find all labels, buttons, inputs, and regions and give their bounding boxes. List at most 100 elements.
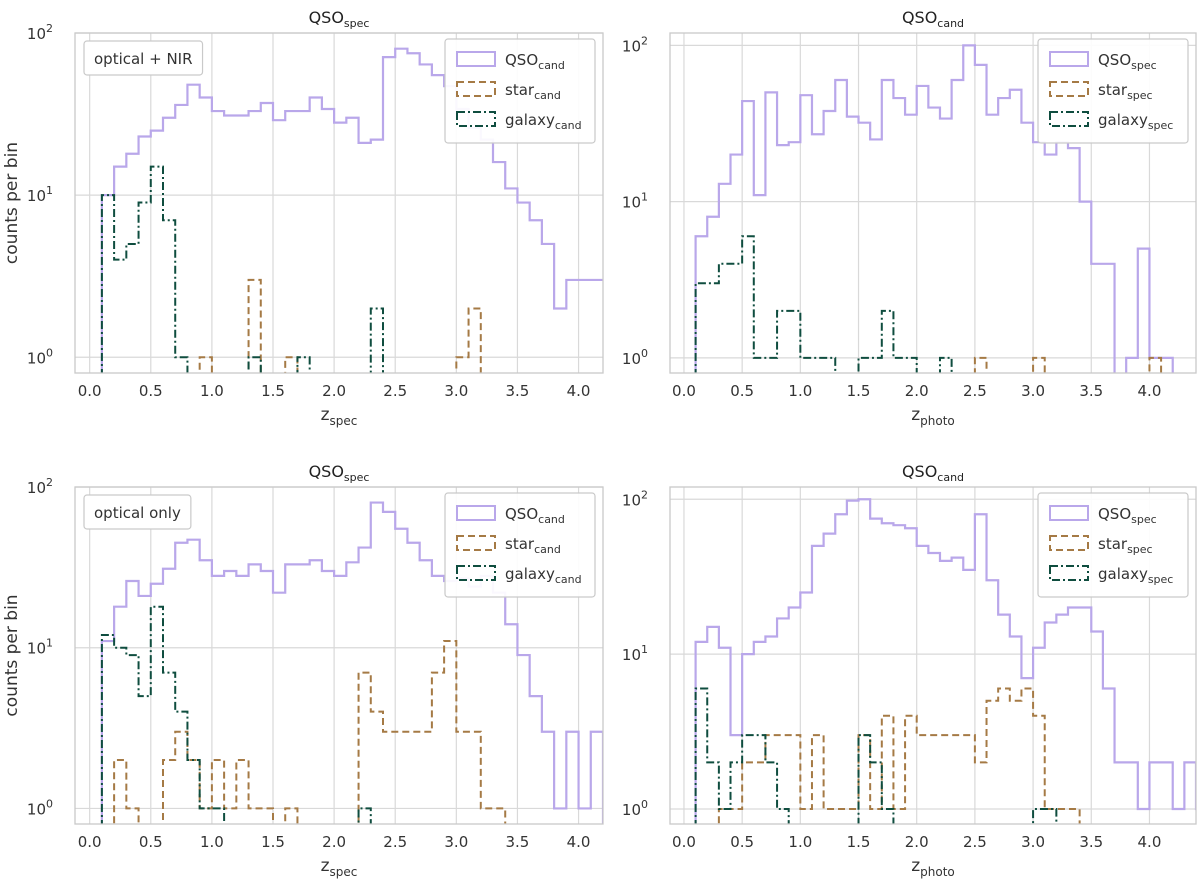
y-tick-label: 102 [27,22,53,43]
y-tick-label: 100 [622,798,648,819]
x-tick-label: 0.0 [78,833,102,851]
x-axis-label: zphoto [911,405,955,428]
legend-swatch [1049,51,1089,67]
x-tick-label: 3.5 [506,382,530,400]
legend-label: starspec [1098,535,1153,556]
annotation-text: optical only [94,504,181,522]
series-star-cand [198,278,482,373]
legend-swatch [456,565,496,581]
legend-swatch [1049,565,1089,581]
legend-swatch [1049,111,1089,127]
y-tick-label: 102 [622,488,648,509]
legend-label: QSOspec [1098,51,1157,72]
series-galaxy-spec [694,687,1058,824]
legend-label: starcand [505,81,561,102]
x-tick-label: 2.5 [383,382,407,400]
y-axis-label: counts per bin [2,142,22,264]
y-tick-label: 102 [622,34,648,55]
x-tick-label: 0.0 [672,833,696,851]
chart-title: QSOcand [902,8,964,30]
x-tick-label: 4.0 [567,833,591,851]
series-star-cand [113,640,507,824]
x-tick-label: 1.5 [847,382,871,400]
chart-title: QSOcand [902,462,964,484]
x-tick-label: 2.0 [322,382,346,400]
x-tick-label: 0.5 [139,833,163,851]
x-tick-label: 1.5 [847,833,871,851]
legend: QSOcand starcand galaxycand [444,492,596,598]
x-tick-label: 0.5 [730,833,754,851]
x-tick-label: 1.0 [200,833,224,851]
y-tick-label: 101 [27,637,53,658]
axes-frame [669,32,1197,374]
axes-frame [669,486,1197,825]
x-tick-label: 1.0 [788,833,812,851]
chart-title: QSOspec [309,462,370,484]
legend-label: starcand [505,535,561,556]
x-tick-label: 3.0 [1021,833,1045,851]
legend-label: galaxycand [505,565,582,586]
legend-swatch [456,505,496,521]
x-tick-label: 3.5 [1079,382,1103,400]
legend: QSOspec starspec galaxyspec [1037,38,1189,144]
legend-label: QSOcand [505,51,565,72]
y-tick-label: 100 [622,347,648,368]
legend-swatch [1049,535,1089,551]
y-tick-label: 100 [27,346,53,367]
x-tick-label: 4.0 [1138,382,1162,400]
y-tick-label: 101 [622,643,648,664]
legend-swatch [456,535,496,551]
x-tick-label: 3.0 [444,833,468,851]
x-tick-label: 3.0 [444,382,468,400]
x-tick-label: 3.5 [506,833,530,851]
series-galaxy-cand [100,165,384,373]
axes-frame [74,32,604,374]
legend-label: galaxyspec [1098,565,1173,586]
x-tick-label: 3.5 [1079,833,1103,851]
legend-label: starspec [1098,81,1153,102]
x-tick-label: 3.0 [1021,382,1045,400]
legend-swatch [1049,81,1089,97]
x-tick-label: 4.0 [1138,833,1162,851]
x-tick-label: 1.5 [261,833,285,851]
y-tick-label: 101 [622,191,648,212]
x-tick-label: 0.0 [672,382,696,400]
legend-swatch [1049,505,1089,521]
axes-frame [74,486,604,825]
legend-swatch [456,111,496,127]
x-tick-label: 2.5 [383,833,407,851]
series-qso-spec [694,44,1174,373]
x-tick-label: 2.5 [963,382,987,400]
chart-panel-1: 0.0 0.5 1.0 1.5 2.0 2.5 3.0 3.5 4.0 100 101 102 QSOs… [2,8,604,428]
legend-label: galaxycand [505,111,582,132]
x-tick-label: 2.0 [905,382,929,400]
legend-swatch [456,81,496,97]
y-tick-label: 100 [27,797,53,818]
x-tick-label: 0.0 [78,382,102,400]
x-tick-label: 1.0 [788,382,812,400]
annotation-text: optical + NIR [94,50,193,68]
annotation-box: optical only [83,494,192,530]
y-axis-label: counts per bin [2,594,22,716]
legend-label: QSOcand [505,505,565,526]
x-axis-label: zspec [321,405,358,428]
legend: QSOcand starcand galaxycand [444,38,596,144]
x-axis-label: zphoto [911,856,955,879]
x-tick-label: 4.0 [567,382,591,400]
series-star-spec [717,687,1081,824]
x-tick-label: 2.0 [905,833,929,851]
series-qso-spec [694,498,1196,824]
series-qso-cand [100,47,603,373]
chart-title: QSOspec [309,8,370,30]
legend: QSOspec starspec galaxyspec [1037,492,1189,598]
x-tick-label: 2.5 [963,833,987,851]
series-qso-cand [100,501,603,824]
legend-label: QSOspec [1098,505,1157,526]
legend-swatch [456,51,496,67]
chart-panel-3: 0.0 0.5 1.0 1.5 2.0 2.5 3.0 3.5 4.0 100 101 102 QSOs… [2,462,604,879]
x-axis-label: zspec [321,856,358,879]
grid [670,33,1196,373]
x-tick-label: 0.5 [730,382,754,400]
y-tick-label: 102 [27,476,53,497]
